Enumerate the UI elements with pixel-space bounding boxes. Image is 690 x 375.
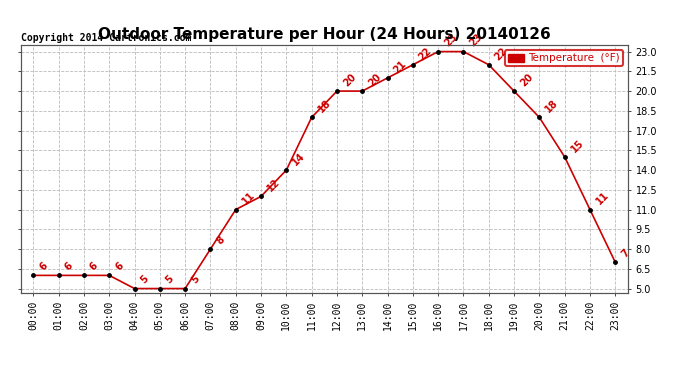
Text: 11: 11 — [240, 190, 257, 207]
Text: 12: 12 — [265, 177, 282, 194]
Text: 20: 20 — [366, 72, 383, 88]
Text: 22: 22 — [417, 45, 433, 62]
Text: 5: 5 — [189, 274, 201, 286]
Text: 6: 6 — [88, 261, 100, 273]
Text: 14: 14 — [290, 151, 307, 167]
Text: 11: 11 — [594, 190, 611, 207]
Text: 8: 8 — [215, 234, 226, 246]
Text: 5: 5 — [164, 274, 176, 286]
Text: 15: 15 — [569, 138, 585, 154]
Text: 22: 22 — [493, 45, 509, 62]
Text: 6: 6 — [37, 261, 50, 273]
Text: 6: 6 — [63, 261, 75, 273]
Text: 5: 5 — [139, 274, 150, 286]
Text: 20: 20 — [518, 72, 535, 88]
Text: 18: 18 — [316, 98, 333, 115]
Text: 6: 6 — [113, 261, 126, 273]
Title: Outdoor Temperature per Hour (24 Hours) 20140126: Outdoor Temperature per Hour (24 Hours) … — [98, 27, 551, 42]
Legend: Temperature  (°F): Temperature (°F) — [505, 50, 622, 66]
Text: 23: 23 — [468, 32, 484, 49]
Text: 18: 18 — [544, 98, 560, 115]
Text: 7: 7 — [620, 248, 631, 259]
Text: 20: 20 — [341, 72, 357, 88]
Text: 21: 21 — [392, 58, 408, 75]
Text: 23: 23 — [442, 32, 459, 49]
Text: Copyright 2014 Cartronics.com: Copyright 2014 Cartronics.com — [21, 33, 191, 42]
